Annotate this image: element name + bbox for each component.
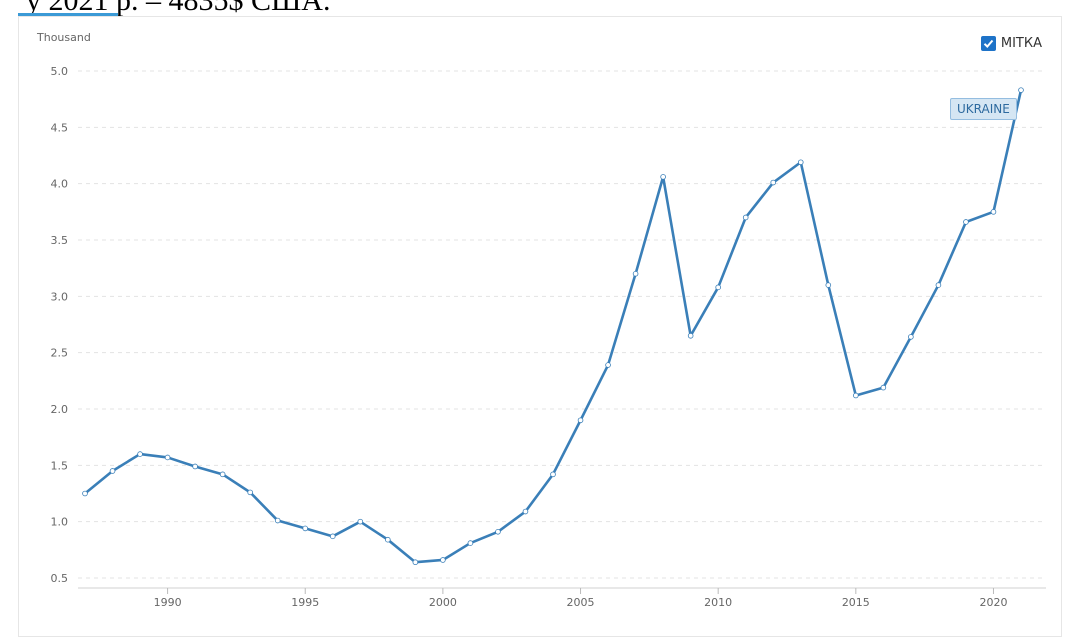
y-tick-label: 1.5 [51,459,69,472]
data-point [990,209,997,215]
data-point [687,332,694,339]
y-tick-label: 2.5 [51,347,69,360]
data-point [109,468,116,474]
data-point [467,540,474,546]
data-point [440,557,446,563]
x-tick-label: 1995 [291,596,319,609]
data-point [412,559,419,566]
data-point [715,284,721,291]
data-point [302,525,309,532]
data-point [219,471,226,478]
y-tick-label: 4.0 [51,178,69,191]
y-tick-label: 3.0 [51,290,69,303]
data-point [164,454,171,461]
y-tick-label: 3.5 [51,234,69,247]
chart-panel [18,16,1062,637]
active-tab-indicator [18,13,118,16]
x-tick-label: 2020 [979,596,1007,609]
data-point [274,517,281,524]
data-point [577,417,584,424]
data-point [522,508,529,515]
data-point [742,214,749,221]
data-point [495,529,501,535]
x-tick-label: 2005 [567,596,595,609]
legend[interactable]: МІТКА [980,36,1042,51]
series-annotation-tooltip: UKRAINE [950,98,1017,120]
series-line [84,89,1023,564]
y-tick-label: 1.0 [51,516,69,529]
y-axis-unit-label: Thousand [37,31,91,44]
data-point [935,282,942,288]
data-point [880,384,887,391]
data-point [329,533,336,540]
data-point [82,490,88,497]
data-point [825,282,832,288]
data-point [963,219,969,225]
x-tick-label: 1990 [154,596,182,609]
data-point [853,392,859,399]
x-tick-label: 2015 [842,596,870,609]
data-point [1018,87,1024,93]
checkbox-checked-icon[interactable] [980,36,996,51]
y-tick-label: 2.0 [51,403,69,416]
y-tick-label: 5.0 [51,65,69,78]
data-point [192,463,198,470]
y-tick-label: 0.5 [51,572,69,585]
data-point [908,334,914,340]
data-point [797,159,804,166]
data-point [357,518,364,525]
document-text-fragment: у 2021 р. – 4835$ США. [26,0,331,17]
data-point [247,489,253,496]
x-tick-label: 2010 [704,596,732,609]
x-tick-label: 2000 [429,596,457,609]
data-point [137,451,143,457]
data-point [385,536,391,543]
y-tick-label: 4.5 [51,121,69,134]
data-point [770,179,777,186]
data-point [605,362,611,368]
data-point [660,174,666,180]
data-point [632,270,639,277]
legend-label: МІТКА [1000,36,1042,51]
data-point [550,471,556,478]
